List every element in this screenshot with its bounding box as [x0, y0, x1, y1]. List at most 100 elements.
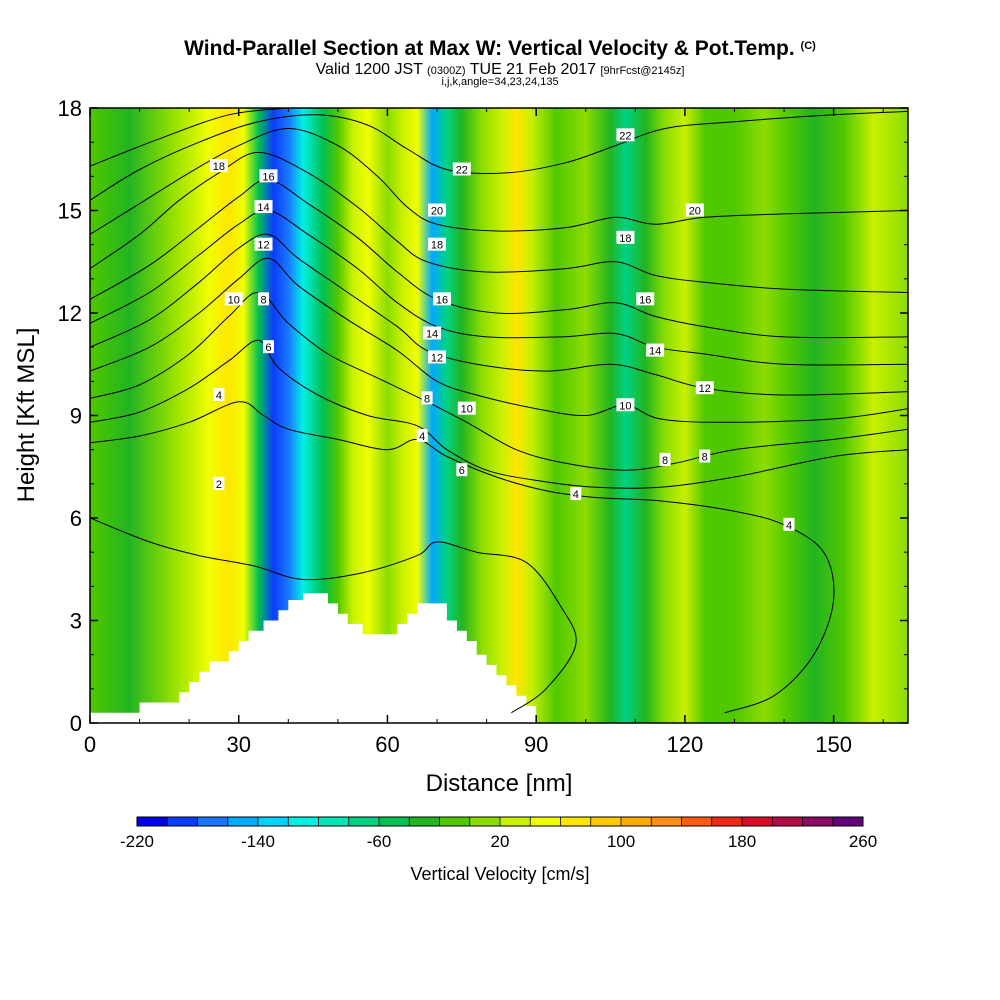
- isentrope-20: [90, 127, 908, 235]
- contour-label-11: 10: [616, 398, 635, 412]
- contour-label-box: [457, 401, 476, 415]
- contour-label-box: [213, 388, 225, 401]
- isentrope-16: [90, 179, 908, 339]
- contour-label-text: 8: [702, 452, 708, 464]
- x-tick-label: 120: [667, 732, 704, 757]
- contour-label-box: [616, 230, 635, 244]
- contour-label-text: 18: [431, 240, 443, 252]
- x-axis: 0 30 60 90 120 150: [84, 108, 884, 757]
- contour-label-box: [213, 476, 225, 490]
- colorbar-swatch: [288, 817, 319, 826]
- y-tick-label: 12: [58, 301, 82, 326]
- contour-label-box: [416, 429, 428, 442]
- contour-label-box: [646, 343, 665, 357]
- contour-label-box: [423, 326, 442, 340]
- contour-label-box: [570, 487, 582, 501]
- contour-label-text: 16: [262, 171, 274, 183]
- colorbar-swatch: [227, 817, 259, 826]
- y-tick-label: 18: [58, 96, 82, 121]
- contour-label-text: 14: [649, 346, 661, 358]
- isentrope-label-2: 2: [213, 476, 225, 491]
- contour-label-text: 20: [689, 206, 701, 218]
- colorbar-title: Vertical Velocity [cm/s]: [410, 864, 589, 884]
- x-tick-label: 150: [815, 732, 852, 757]
- velocity-field-rect: [90, 108, 908, 723]
- colorbar-swatch: [560, 817, 592, 826]
- contour-label-box: [783, 517, 795, 531]
- colorbar-swatch: [832, 817, 864, 826]
- contour-label-0: 14: [423, 326, 442, 341]
- contour-label-text: 12: [257, 240, 269, 252]
- contour-label-box: [254, 237, 273, 251]
- contour-label-13: 8: [699, 449, 711, 464]
- y-tick-label: 3: [70, 609, 82, 634]
- contour-label-text: 4: [786, 520, 792, 532]
- contour-label-text: 14: [426, 329, 438, 341]
- y-tick-label: 6: [70, 506, 82, 531]
- colorbar-swatch: [197, 817, 229, 826]
- x-axis-title: Distance [nm]: [426, 770, 573, 797]
- isentrope-23: [90, 108, 289, 167]
- contour-label-text: 12: [699, 383, 711, 395]
- colorbar-tick-label: 20: [491, 832, 510, 851]
- chart-title: Wind-Parallel Section at Max W: Vertical…: [184, 37, 816, 60]
- contour-label-text: 16: [639, 294, 651, 306]
- contour-label-box: [224, 292, 243, 306]
- colorbar-swatch: [590, 817, 622, 826]
- isentrope-2: [90, 517, 577, 714]
- colorbar-swatch: [318, 817, 350, 826]
- colorbar-tick-label: 260: [849, 832, 877, 851]
- colorbar-swatch: [681, 817, 713, 826]
- contour-label-box: [636, 292, 655, 306]
- colorbar-swatch: [167, 817, 198, 826]
- subtitle-z: (0300Z): [427, 65, 466, 77]
- x-tick-label: 90: [524, 732, 548, 757]
- colorbar-tick-label: 180: [728, 832, 756, 851]
- colorbar-tick-label: -140: [241, 832, 275, 851]
- isentrope-label-22: 22: [616, 128, 635, 142]
- contour-label-box: [699, 449, 711, 463]
- contour-label-box: [616, 398, 635, 412]
- colorbar-swatch: [742, 817, 773, 826]
- contour-label-text: 4: [419, 431, 425, 443]
- x-tick-label: 30: [226, 732, 250, 757]
- contour-label-8: 22: [452, 162, 471, 177]
- isentrope-label-18: 18: [209, 159, 228, 173]
- y-tick-label: 15: [58, 199, 82, 224]
- colorbar-tick-label: -60: [367, 832, 392, 851]
- colorbar-swatch: [409, 817, 440, 826]
- chart-subtitle: Valid 1200 JST (0300Z) TUE 21 Feb 2017 […: [315, 61, 685, 78]
- contour-label-text: 12: [431, 352, 443, 364]
- contour-label-text: 14: [257, 202, 269, 214]
- contour-label-text: 18: [619, 233, 631, 245]
- isentrope-18: [90, 151, 908, 293]
- contour-label-text: 22: [456, 165, 468, 177]
- y-tick-label: 0: [70, 711, 82, 736]
- terrain-polygon: [90, 593, 537, 723]
- contour-label-box: [685, 203, 704, 217]
- colorbar-border: [136, 816, 864, 827]
- colorbar-tick-label: 100: [607, 832, 635, 851]
- contour-label-text: 6: [265, 342, 271, 354]
- contour-label-text: 18: [213, 161, 225, 173]
- colorbar-swatch: [258, 817, 289, 826]
- isentrope-label-6: 6: [262, 340, 274, 354]
- contour-label-4: 4: [416, 429, 428, 443]
- contour-label-9: 4: [570, 487, 582, 501]
- contour-label-text: 8: [424, 393, 430, 405]
- isentrope-4: [90, 401, 835, 714]
- contour-label-15: 14: [646, 343, 665, 358]
- colorbar-swatch: [379, 817, 410, 826]
- colorbar-swatch: [469, 817, 501, 826]
- contour-label-text: 4: [216, 390, 222, 402]
- x-tick-label: 0: [84, 732, 96, 757]
- contour-label-7: 18: [428, 237, 447, 252]
- subtitle-fcst: [9hrFcst@2145z]: [600, 65, 685, 77]
- title-tag: (C): [800, 40, 816, 52]
- contour-label-18: 20: [685, 203, 704, 218]
- colorbar-swatch: [802, 817, 834, 826]
- colorbar-swatch: [348, 817, 380, 826]
- contour-label-box: [209, 159, 228, 173]
- contour-label-box: [254, 200, 273, 214]
- x-tick-label: 60: [375, 732, 399, 757]
